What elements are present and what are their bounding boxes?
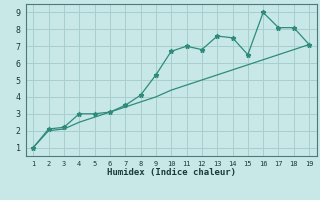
X-axis label: Humidex (Indice chaleur): Humidex (Indice chaleur)	[107, 168, 236, 177]
